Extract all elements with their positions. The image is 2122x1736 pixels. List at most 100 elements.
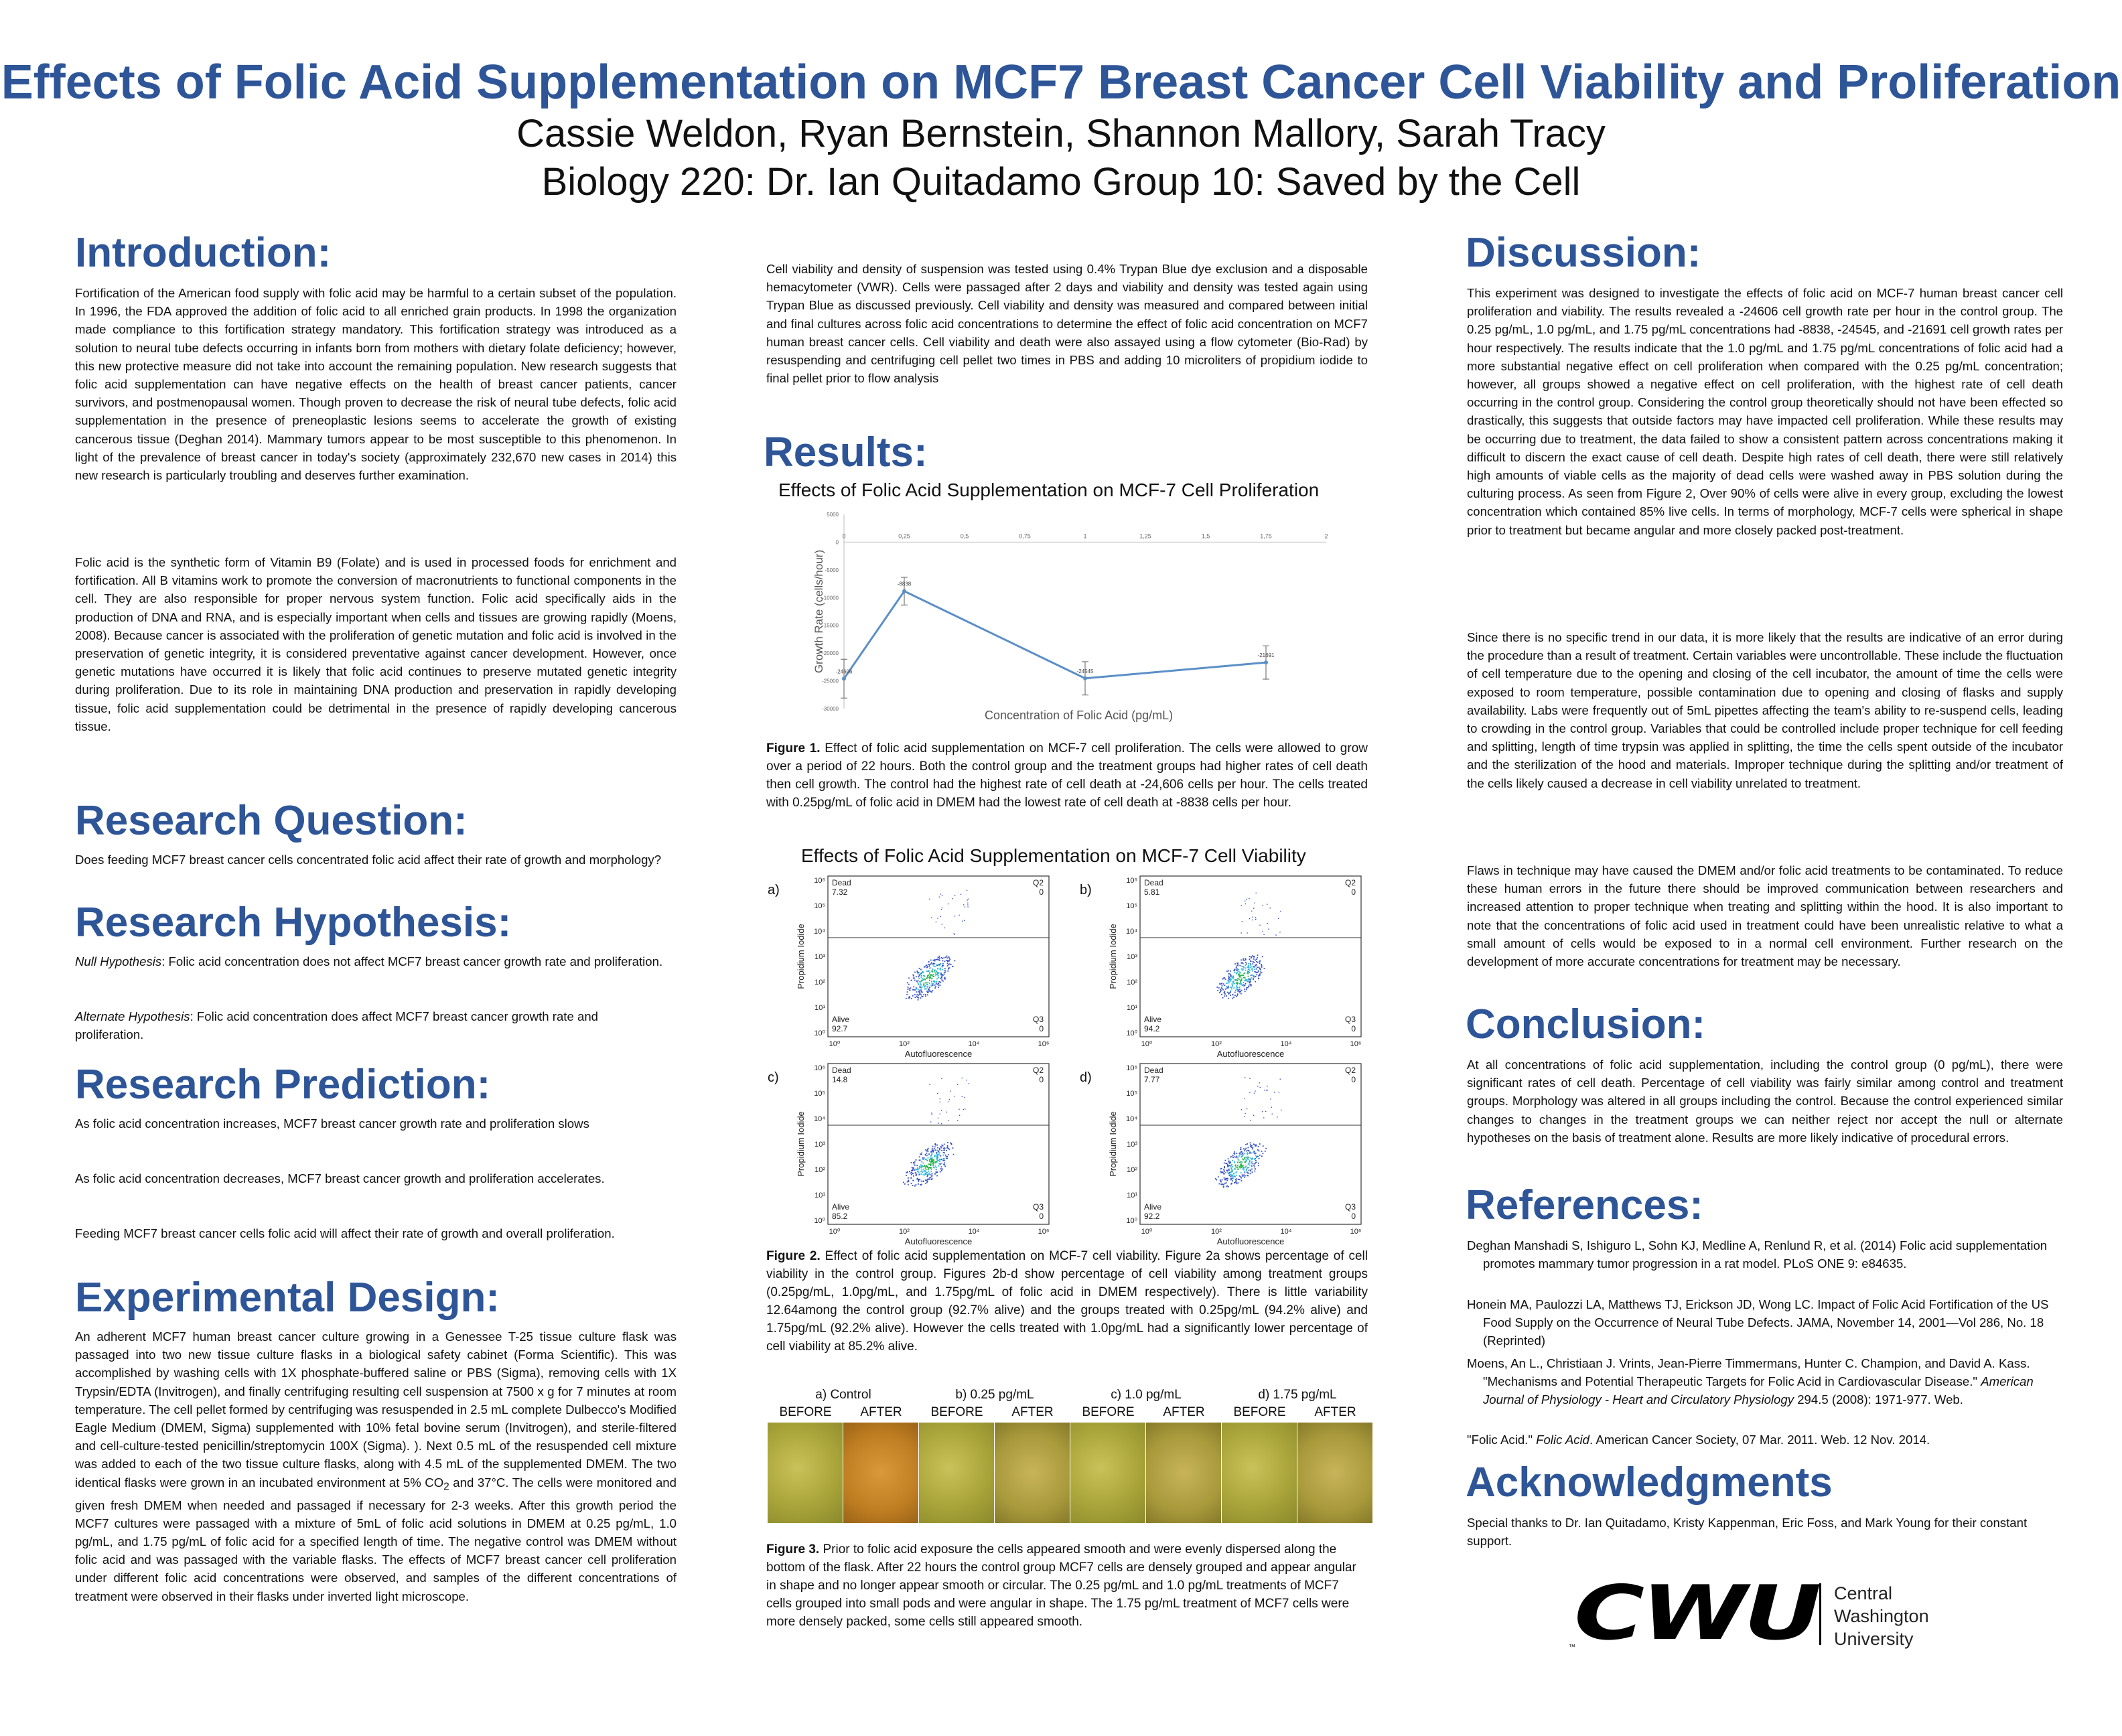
flow-event	[1239, 1161, 1241, 1163]
x-tick-label: 1,5	[1202, 532, 1210, 539]
logo-mark: CWU	[1574, 1570, 1822, 1657]
data-point	[842, 676, 846, 681]
flow-event	[1253, 975, 1255, 977]
flow-event	[911, 998, 912, 999]
flow-event	[1255, 1162, 1257, 1164]
flow-event	[930, 991, 932, 993]
flow-event	[1242, 985, 1243, 987]
hypothesis-heading: Research Hypothesis:	[75, 899, 512, 946]
flow-event	[1251, 955, 1253, 957]
flow-event	[942, 960, 944, 962]
flow-event	[928, 970, 930, 972]
flow-dead-label: Dead	[832, 878, 851, 887]
flow-alive-value: 85.2	[832, 1212, 848, 1221]
flow-event	[1253, 956, 1255, 958]
flow-event	[942, 964, 944, 966]
flow-event	[914, 1164, 916, 1166]
flow-event	[1252, 1163, 1254, 1165]
flow-event	[1249, 1153, 1251, 1154]
flow-event	[1236, 995, 1238, 997]
flow-alive-value: 92.7	[832, 1024, 848, 1033]
flow-event	[911, 1169, 912, 1171]
flow-event	[1247, 1157, 1249, 1159]
flow-event	[1241, 1156, 1243, 1158]
flow-event	[924, 988, 926, 990]
flow-event	[918, 967, 920, 969]
flow-event	[1226, 1177, 1228, 1179]
flow-event	[926, 1181, 928, 1183]
flow-event	[920, 983, 921, 985]
flow-event	[942, 1147, 944, 1149]
flow-event	[1237, 993, 1239, 995]
flow-event	[912, 974, 914, 976]
flow-panel-letter: b)	[1080, 883, 1092, 897]
flow-event	[1247, 972, 1249, 973]
flow-event	[1253, 1151, 1255, 1153]
flow-event	[917, 999, 919, 1001]
flow-event	[1245, 1167, 1246, 1168]
flow-dead-value: 7.32	[832, 887, 848, 897]
flow-event	[1235, 1166, 1236, 1168]
flow-event	[915, 1159, 917, 1161]
flow-event	[1220, 1183, 1222, 1185]
flow-event	[922, 996, 924, 997]
flow-event	[927, 1167, 928, 1168]
flow-event	[1230, 1167, 1232, 1169]
flow-event	[931, 1161, 933, 1163]
flow-event	[918, 975, 920, 976]
flow-event	[1241, 1180, 1243, 1181]
design-text-b: and 37°C. The cells were monitored and g…	[75, 1475, 677, 1603]
flow-event	[936, 970, 938, 972]
flow-event	[944, 1158, 946, 1160]
flow-scatter	[1214, 1077, 1282, 1188]
flow-x-tick: 10⁴	[1281, 1228, 1292, 1236]
flow-event	[1224, 1179, 1226, 1181]
flow-event	[923, 1168, 925, 1170]
flow-event	[1234, 971, 1235, 973]
flow-event	[907, 987, 909, 988]
flow-event	[1234, 1156, 1236, 1158]
flow-event	[945, 1156, 947, 1157]
flow-event	[922, 972, 924, 974]
flow-event	[1236, 981, 1238, 983]
flow-event	[929, 980, 930, 981]
flow-event	[1246, 1156, 1248, 1158]
flow-event	[939, 1161, 940, 1163]
flow-event	[1226, 1163, 1228, 1165]
flow-event	[925, 1183, 926, 1184]
flow-event	[931, 962, 932, 964]
flow-event	[1252, 1157, 1254, 1159]
flow-event	[918, 1159, 920, 1161]
flow-event	[953, 933, 954, 934]
flow-event	[1229, 1165, 1231, 1167]
flow-event	[935, 958, 937, 960]
flow-event	[963, 1108, 964, 1110]
flow-event	[940, 1166, 942, 1168]
flow-event	[1223, 1183, 1225, 1185]
flow-event	[1246, 1171, 1248, 1173]
flow-event	[964, 1096, 965, 1098]
flow-event	[909, 989, 911, 991]
flow-event	[936, 971, 938, 973]
flow-y-axis-label: Propidium Iodide	[796, 1111, 806, 1177]
flow-event	[941, 966, 943, 968]
flow-event	[1244, 1161, 1246, 1163]
flow-event	[940, 1168, 942, 1170]
flow-event	[944, 970, 946, 972]
flow-event	[941, 1123, 942, 1125]
flow-event	[1261, 964, 1263, 966]
flow-event	[1237, 964, 1239, 966]
flow-event	[1235, 1157, 1237, 1158]
flow-event	[1253, 958, 1255, 960]
data-label: -24606	[836, 668, 853, 674]
flow-event	[926, 1149, 928, 1151]
flow-event	[920, 1152, 922, 1154]
flow-event	[930, 1168, 932, 1170]
flow-event	[935, 1161, 937, 1163]
flow-event	[1221, 1183, 1223, 1185]
flow-event	[944, 971, 946, 973]
flow-event	[946, 959, 948, 961]
y-tick-label: -10000	[822, 595, 839, 601]
flow-y-tick: 10²	[1127, 979, 1137, 987]
flow-event	[939, 985, 941, 986]
